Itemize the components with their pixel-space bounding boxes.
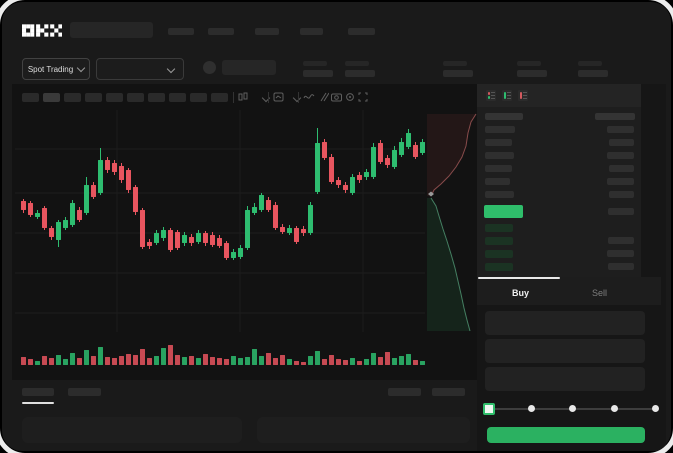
candle-style-icon[interactable] xyxy=(238,92,251,102)
bottom-action-placeholder[interactable] xyxy=(432,388,465,396)
pair-name-placeholder xyxy=(222,60,276,75)
slider-stop[interactable] xyxy=(610,405,618,412)
buy-submit-button[interactable] xyxy=(487,427,645,443)
line-chart-icon[interactable] xyxy=(303,92,315,102)
ticker-stat-value xyxy=(517,70,547,77)
timeframe-pill[interactable] xyxy=(106,93,123,102)
settings-gear-icon[interactable] xyxy=(345,92,355,102)
nav-item-placeholder[interactable] xyxy=(208,28,234,35)
market-type-label: Spot Trading xyxy=(27,64,74,74)
ticker-stat-label xyxy=(345,61,369,66)
tab-buy[interactable]: Buy xyxy=(512,288,530,298)
bottom-panel-right[interactable] xyxy=(257,417,470,443)
total-input[interactable] xyxy=(485,367,645,391)
nav-item-placeholder[interactable] xyxy=(348,28,375,35)
slider-handle[interactable] xyxy=(483,403,495,415)
candlestick-chart[interactable] xyxy=(15,85,477,380)
timeframe-pill[interactable] xyxy=(43,93,60,102)
slider-stop[interactable] xyxy=(652,405,659,412)
coin-icon xyxy=(203,61,216,74)
okx-logo[interactable] xyxy=(22,24,62,37)
ticker-stat-value xyxy=(578,70,608,77)
timeframe-pill[interactable] xyxy=(169,93,186,102)
chevron-down-icon xyxy=(76,63,86,73)
ticker-stat-label xyxy=(517,61,541,66)
ticker-stat-value xyxy=(345,70,375,77)
market-type-selector[interactable]: Spot Trading xyxy=(22,58,90,80)
bottom-action-placeholder[interactable] xyxy=(388,388,421,396)
indicator-icon[interactable] xyxy=(273,92,284,102)
slider-stop[interactable] xyxy=(527,405,535,412)
tab-sell[interactable]: Sell xyxy=(592,288,608,298)
bottom-panel-left[interactable] xyxy=(22,417,242,443)
orderbook-view-both-icon[interactable] xyxy=(486,90,496,101)
orderbook-header-amount xyxy=(595,113,635,120)
timeframe-pill[interactable] xyxy=(64,93,81,102)
timeframe-pill[interactable] xyxy=(22,93,39,102)
camera-icon[interactable] xyxy=(331,92,342,102)
chart-area[interactable] xyxy=(12,84,477,380)
slider-stop[interactable] xyxy=(569,405,576,412)
ticker-stat-value xyxy=(443,70,473,77)
ticker-stat-value xyxy=(303,70,333,77)
bottom-tab[interactable] xyxy=(68,388,101,396)
orderbook-view-asks-icon[interactable] xyxy=(518,90,528,101)
orderbook-header-price xyxy=(485,113,523,120)
last-price-bar[interactable] xyxy=(484,205,523,218)
chevron-down-icon xyxy=(166,64,176,74)
nav-item-placeholder[interactable] xyxy=(255,28,279,35)
orderbook-view-bids-icon[interactable] xyxy=(502,90,512,101)
pair-selector-dropdown[interactable] xyxy=(96,58,184,80)
amount-input[interactable] xyxy=(485,339,645,363)
timeframe-pill[interactable] xyxy=(148,93,165,102)
nav-item-placeholder[interactable] xyxy=(168,28,194,35)
nav-item-placeholder[interactable] xyxy=(300,28,323,35)
compare-icon[interactable] xyxy=(318,92,329,102)
orderbook-toolbar xyxy=(477,84,641,107)
ticker-stat-label xyxy=(303,61,327,66)
timeframe-pill[interactable] xyxy=(190,93,207,102)
order-tab-bar xyxy=(477,277,661,305)
ticker-stat-label xyxy=(443,61,467,66)
timeframe-pill[interactable] xyxy=(127,93,144,102)
bottom-tab-underline xyxy=(22,402,54,404)
price-input[interactable] xyxy=(485,311,645,335)
timeframe-pill[interactable] xyxy=(211,93,228,102)
bottom-tab-active[interactable] xyxy=(22,388,54,396)
ticker-stat-label xyxy=(578,61,602,66)
search-input[interactable] xyxy=(70,22,153,38)
active-tab-indicator xyxy=(478,277,560,279)
timeframe-pill[interactable] xyxy=(85,93,102,102)
fullscreen-icon[interactable] xyxy=(358,92,368,102)
